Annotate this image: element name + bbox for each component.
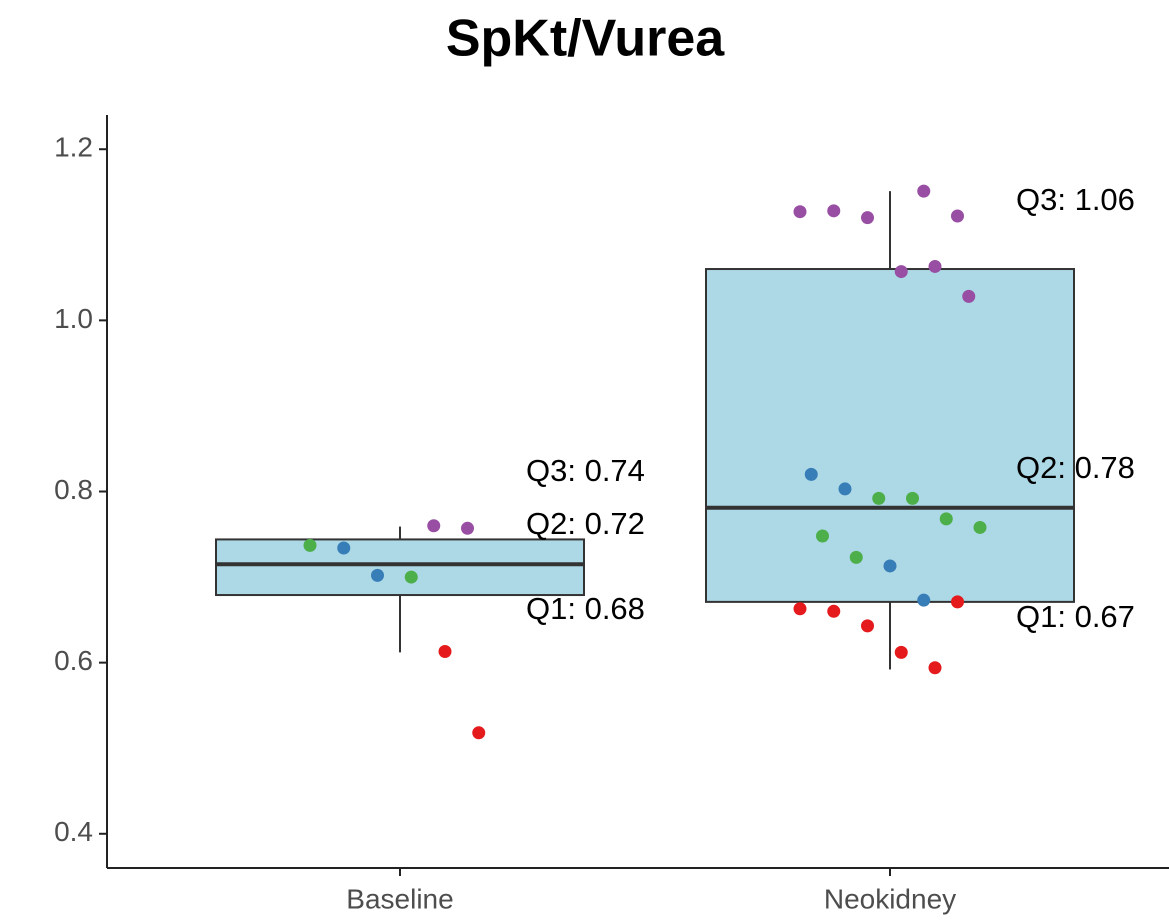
annotation: Q3: 0.74: [526, 453, 645, 488]
point: [917, 593, 931, 607]
y-tick-label: 0.8: [54, 474, 93, 505]
point: [793, 602, 807, 616]
point: [461, 521, 474, 535]
annotation: Q3: 1.06: [1016, 182, 1135, 217]
annotation: Q1: 0.67: [1016, 599, 1135, 634]
point: [973, 520, 987, 534]
y-tick-label: 0.4: [54, 816, 93, 847]
point: [793, 205, 807, 219]
x-tick-label: Neokidney: [824, 883, 956, 914]
point: [894, 265, 908, 279]
point: [861, 619, 874, 633]
point: [816, 529, 829, 543]
point: [962, 289, 976, 303]
box: [705, 268, 1075, 603]
box: [215, 538, 585, 597]
point: [849, 550, 863, 564]
y-tick-label: 1.0: [54, 303, 93, 334]
point: [917, 184, 931, 198]
point: [303, 538, 317, 552]
point: [939, 512, 953, 526]
point: [951, 595, 964, 609]
x-tick-label: Baseline: [346, 883, 453, 914]
point: [861, 211, 874, 225]
point: [894, 645, 908, 659]
point: [872, 491, 886, 505]
point: [827, 204, 841, 218]
y-tick-label: 0.6: [54, 645, 93, 676]
point: [928, 661, 942, 675]
chart-title: SpKt/Vurea: [446, 10, 725, 68]
point: [438, 645, 452, 659]
point: [906, 491, 919, 505]
point: [404, 570, 418, 584]
point: [951, 209, 964, 223]
point: [838, 482, 852, 496]
annotation: Q1: 0.68: [526, 591, 645, 626]
point: [337, 541, 351, 555]
point: [371, 568, 384, 582]
annotation: Q2: 0.78: [1016, 450, 1135, 485]
point: [472, 726, 486, 740]
annotation: Q2: 0.72: [526, 506, 645, 541]
point: [883, 559, 897, 573]
point: [427, 519, 441, 533]
y-tick-label: 1.2: [54, 132, 93, 163]
point: [928, 259, 942, 273]
point: [804, 467, 818, 481]
point: [827, 604, 841, 618]
